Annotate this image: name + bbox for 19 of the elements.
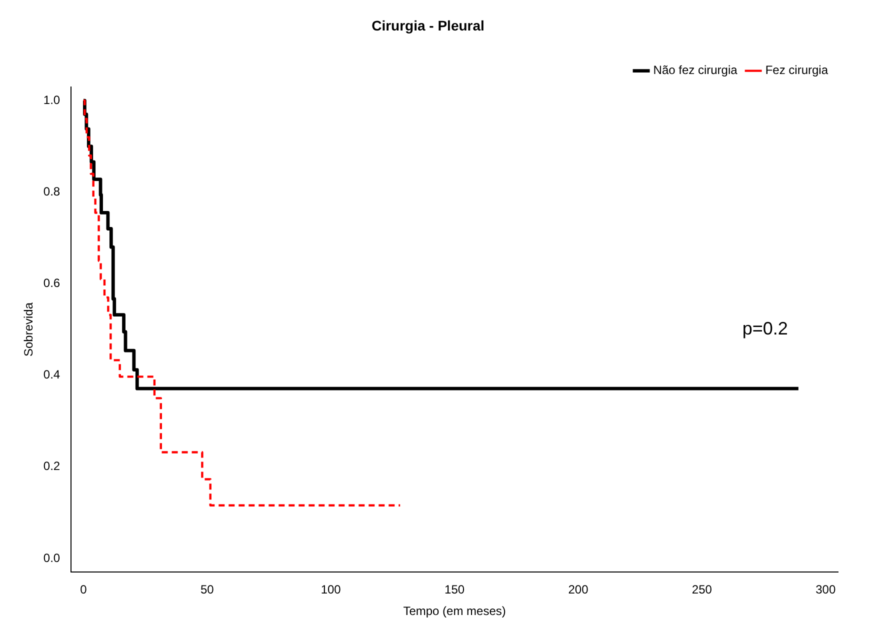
y-tick-label: 0.4 — [43, 368, 60, 382]
x-tick-label: 150 — [444, 582, 465, 597]
x-tick-label: 100 — [320, 582, 342, 597]
x-axis-title: Tempo (em meses) — [403, 604, 506, 618]
y-tick-label: 0.0 — [43, 550, 60, 565]
chart-title: Cirurgia - Pleural — [372, 17, 484, 34]
y-tick-label: 0.2 — [43, 459, 60, 474]
y-tick-label: 0.8 — [43, 184, 60, 198]
x-tick-label: 0 — [80, 582, 88, 597]
legend-label: Fez cirurgia — [765, 63, 828, 78]
x-tick-label: 200 — [568, 582, 589, 597]
annotation: p=0.2 — [742, 318, 788, 338]
y-axis-title: Sobrevida — [22, 302, 36, 357]
y-tick-label: 0.6 — [43, 276, 60, 290]
x-tick-label: 300 — [816, 582, 836, 597]
y-tick-label: 1.0 — [43, 92, 60, 107]
x-tick-label: 50 — [200, 582, 214, 597]
legend-label: Não fez cirurgia — [653, 63, 738, 78]
x-tick-label: 250 — [692, 582, 712, 597]
